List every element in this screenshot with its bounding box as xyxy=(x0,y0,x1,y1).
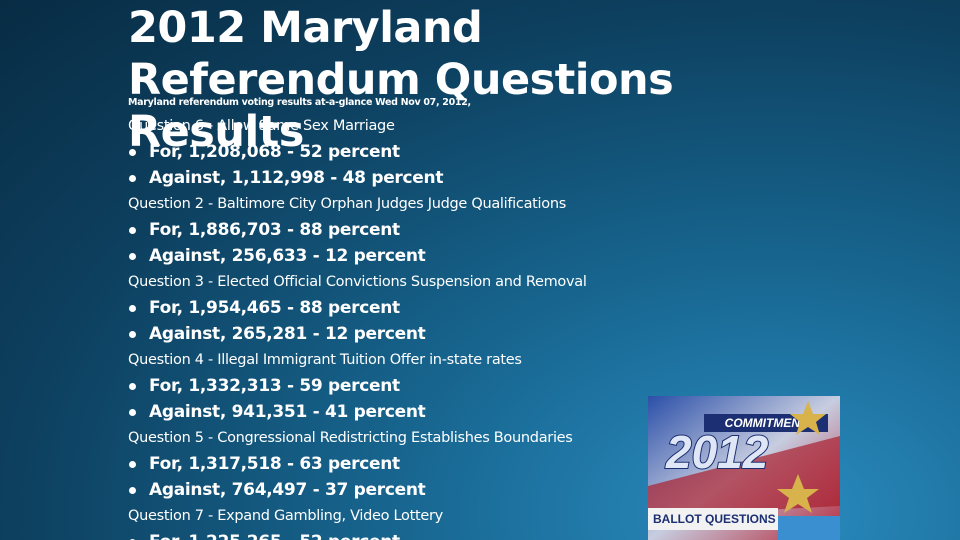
question-heading: Question 4 - Illegal Immigrant Tuition O… xyxy=(128,352,522,368)
question-heading: Question 7 - Expand Gambling, Video Lott… xyxy=(128,508,443,524)
image-text: COMMITMENT xyxy=(725,416,809,430)
result-item: Against, 764,497 - 37 percent xyxy=(128,477,587,503)
question-heading: Question 3 - Elected Official Conviction… xyxy=(128,274,587,290)
result-item: Against, 265,281 - 12 percent xyxy=(128,321,587,347)
image-text: BALLOT QUESTIONS xyxy=(653,512,776,526)
result-item: For, 1,317,518 - 63 percent xyxy=(128,451,587,477)
result-item: For, 1,886,703 - 88 percent xyxy=(128,217,587,243)
result-item: For, 1,954,465 - 88 percent xyxy=(128,295,587,321)
ballot-image: COMMITMENT 2012 BALLOT QUESTIONS xyxy=(648,396,840,540)
result-item: For, 1,208,068 - 52 percent xyxy=(128,139,587,165)
question-heading: Question 5 - Congressional Redistricting… xyxy=(128,430,573,446)
result-item: For, 1,332,313 - 59 percent xyxy=(128,373,587,399)
question-list: Question 6 - Allow Same Sex Marriage For,… xyxy=(128,113,587,540)
title: 2012 Maryland Referendum Questions Resul… xyxy=(128,3,674,157)
star xyxy=(777,474,819,513)
label-box xyxy=(648,508,778,530)
image-text: 2012 xyxy=(665,426,769,478)
result-item: Against, 256,633 - 12 percent xyxy=(128,243,587,269)
result-item: For, 1,225,265 - 52 percent xyxy=(128,529,587,540)
star xyxy=(790,401,826,435)
question-heading: Question 6 - Allow Same Sex Marriage xyxy=(128,118,395,134)
result-item: Against, 941,351 - 41 percent xyxy=(128,399,587,425)
panel xyxy=(778,516,840,540)
result-item: Against, 1,112,998 - 48 percent xyxy=(128,165,587,191)
subtitle: Maryland referendum voting results at-a-… xyxy=(128,97,471,108)
question-heading: Question 2 - Baltimore City Orphan Judge… xyxy=(128,196,566,212)
